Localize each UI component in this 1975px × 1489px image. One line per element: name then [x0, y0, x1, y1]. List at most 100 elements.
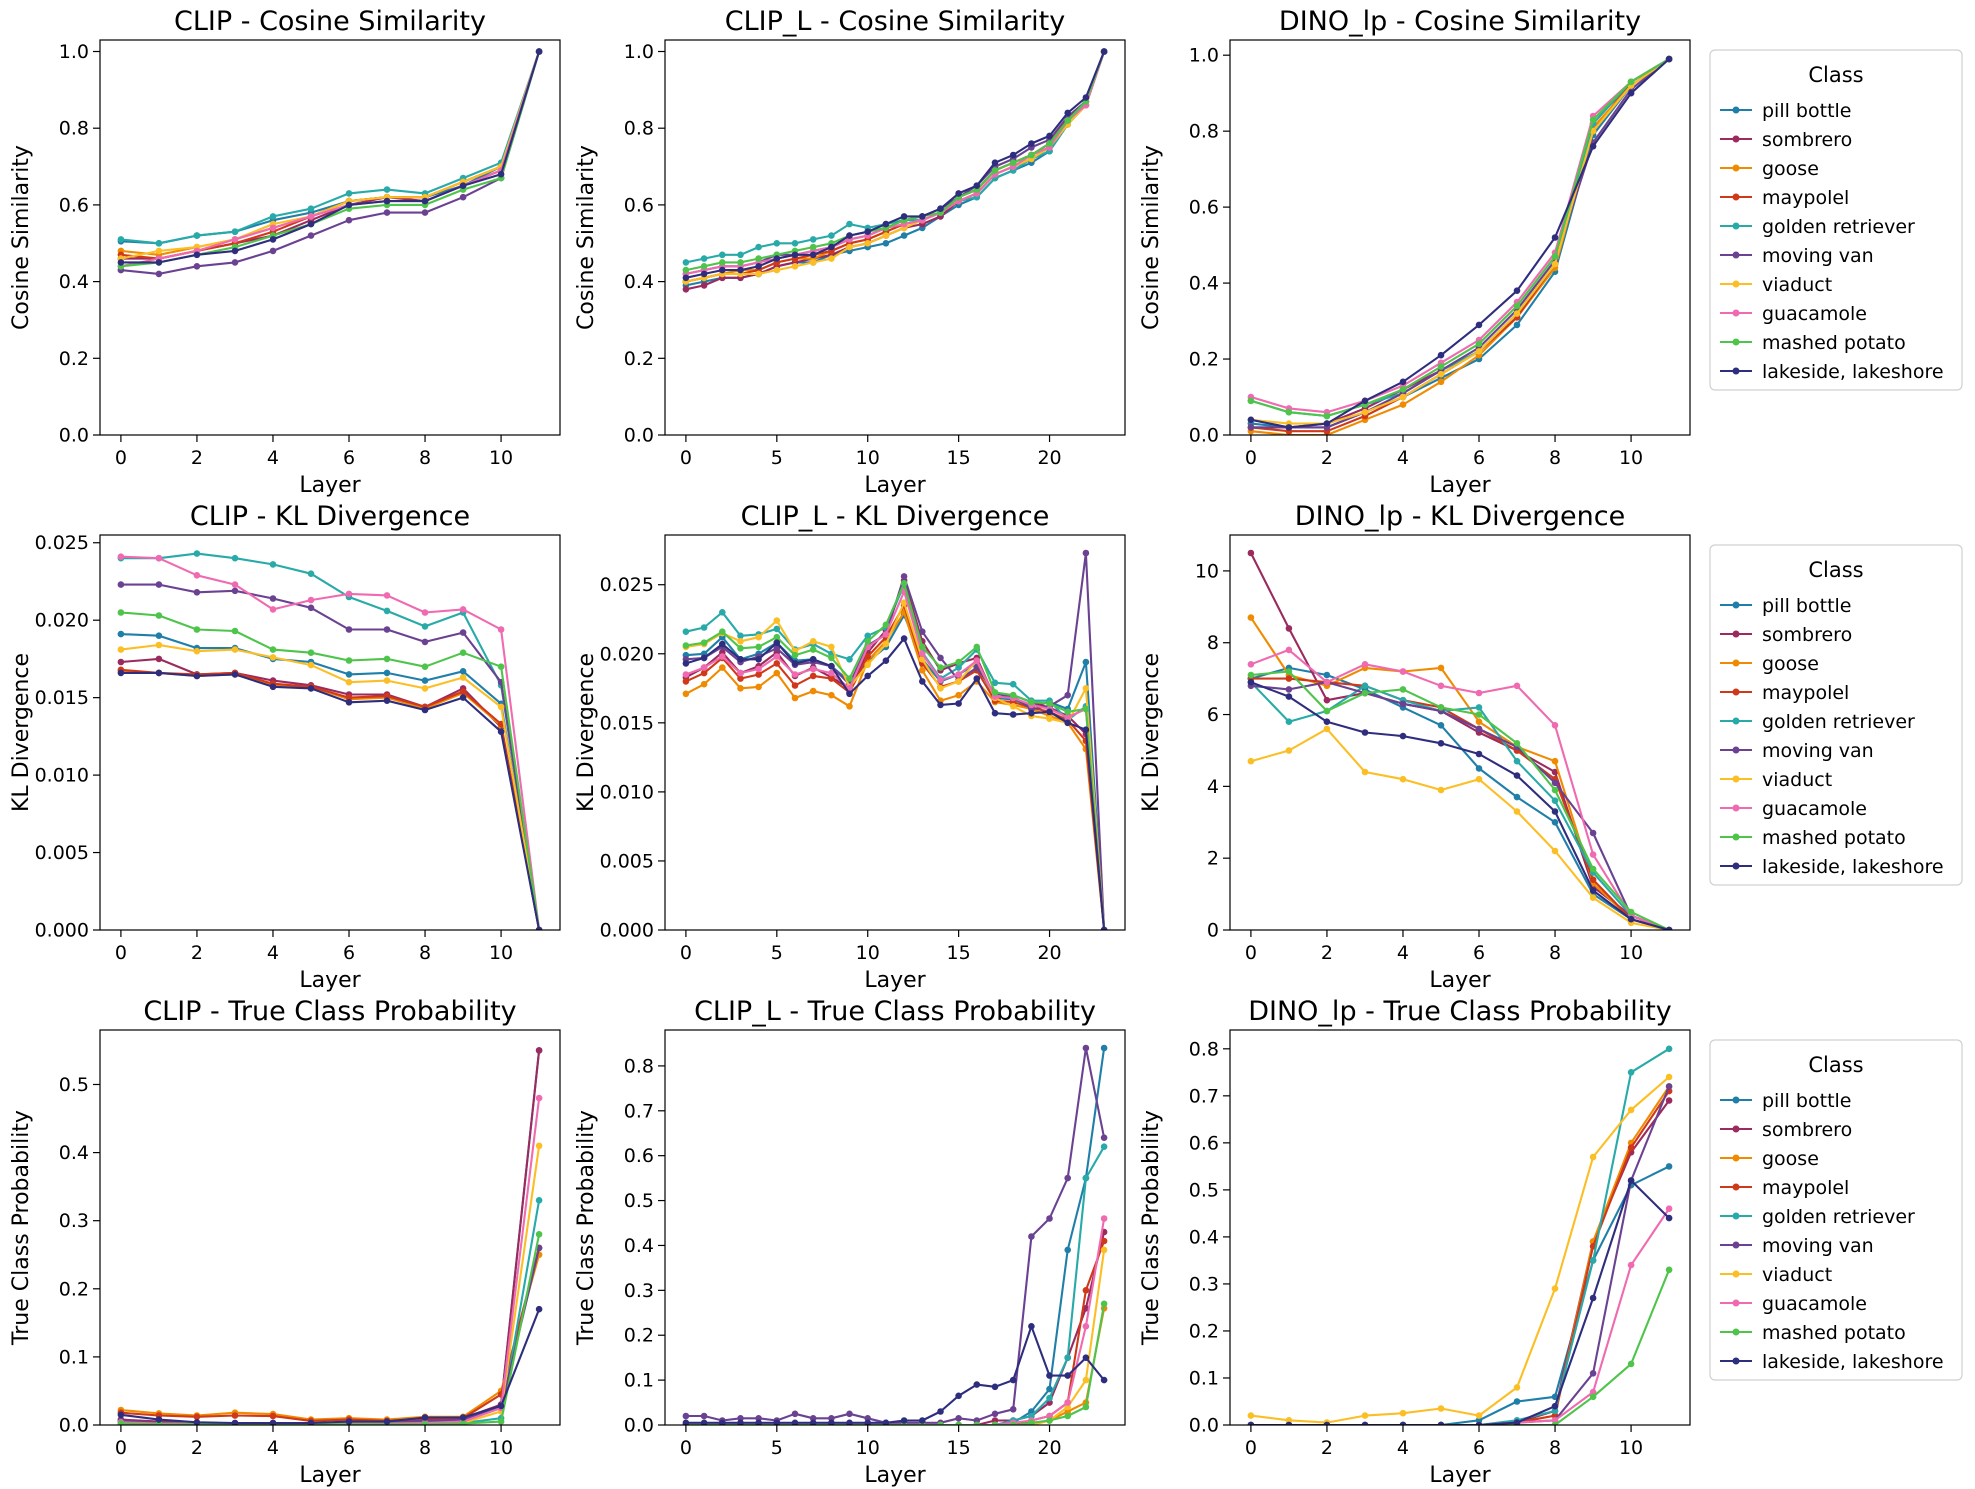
y-tick-label: 6 [1207, 704, 1219, 726]
data-point [1399, 1421, 1407, 1425]
data-point [1437, 370, 1445, 378]
data-point [900, 232, 908, 239]
plot-frame [99, 1029, 561, 1426]
legend-label: viaduct [1762, 274, 1832, 296]
series-line [1250, 58, 1670, 429]
legend: Class pill bottle sombrero goose maypolel gol… [1709, 49, 1963, 391]
y-tick-label: 0.6 [624, 1145, 654, 1167]
y-tick-label: 0.000 [35, 920, 89, 942]
data-point [773, 669, 781, 677]
data-point [269, 224, 277, 232]
data-point [231, 587, 239, 595]
x-tick-label: 10 [1619, 1437, 1643, 1459]
data-point [117, 236, 125, 243]
y-tick-label: 0.0 [624, 1415, 654, 1437]
data-point [1285, 646, 1293, 654]
data-point [307, 570, 315, 577]
data-point [1009, 1406, 1017, 1413]
data-point [955, 700, 962, 707]
data-point [345, 657, 353, 664]
series-line [1250, 1208, 1670, 1425]
data-point [773, 617, 781, 624]
series-group [117, 1047, 543, 1425]
series-line [1250, 58, 1670, 414]
legend-marker [1732, 251, 1740, 259]
chart-title: DINO_lp - KL Divergence [1295, 501, 1625, 532]
y-tick-label: 0.0 [624, 425, 654, 447]
data-point [864, 653, 871, 660]
data-point [1247, 549, 1255, 557]
data-point [1513, 793, 1521, 801]
data-point [846, 690, 853, 698]
legend-title: Class [1808, 63, 1863, 87]
data-point [846, 243, 853, 251]
y-tick-label: 2 [1207, 848, 1219, 870]
data-point [1285, 675, 1293, 682]
data-point [155, 554, 163, 562]
legend-marker [1732, 717, 1740, 725]
y-tick-label: 0.8 [1189, 1038, 1219, 1060]
data-point [497, 663, 505, 670]
y-tick-label: 0.015 [600, 712, 654, 734]
data-point [1399, 378, 1407, 386]
data-point [882, 621, 890, 629]
data-point [919, 678, 926, 685]
data-point [117, 581, 125, 588]
data-point [1009, 159, 1017, 166]
data-point [719, 628, 726, 635]
data-point [900, 1417, 908, 1424]
series-line [1250, 727, 1670, 930]
data-point [1323, 678, 1331, 686]
data-point [1475, 775, 1483, 783]
series-line [1250, 681, 1670, 930]
data-point [682, 660, 690, 667]
data-point [755, 656, 762, 663]
y-tick-label: 0.005 [35, 842, 89, 864]
data-point [193, 251, 201, 259]
data-point [421, 1421, 429, 1425]
y-tick-label: 0.5 [624, 1190, 654, 1212]
data-point [937, 685, 944, 692]
subplot-2: CLIP_L - Cosine Similarity 0.0 0.2 0.4 0.6 0.… [574, 6, 1126, 498]
data-point [1009, 703, 1017, 710]
y-axis-label: Cosine Similarity [574, 145, 599, 330]
data-point [1064, 117, 1071, 124]
series-line [1250, 1076, 1670, 1424]
data-point [755, 633, 762, 641]
data-point [955, 1421, 962, 1425]
legend-marker [1732, 1154, 1740, 1162]
legend: Class pill bottle sombrero goose maypolel gol… [1709, 1039, 1963, 1381]
series-line [1250, 1099, 1670, 1425]
data-point [937, 701, 944, 709]
data-point [791, 694, 799, 702]
data-point [1361, 661, 1369, 668]
data-point [1009, 680, 1017, 688]
plot-frame [99, 39, 561, 436]
data-point [1082, 1403, 1090, 1411]
series-group [682, 549, 1108, 930]
data-point [117, 553, 125, 560]
data-point [1323, 420, 1331, 427]
data-point [1323, 725, 1331, 733]
data-point [1513, 1384, 1521, 1391]
data-point [773, 255, 781, 262]
series-line [685, 1046, 1106, 1424]
data-point [1028, 698, 1035, 706]
data-point [919, 1417, 926, 1424]
legend-label: golden retriever [1762, 216, 1915, 238]
legend-marker [1732, 1299, 1740, 1307]
data-point [864, 672, 871, 680]
data-point [1475, 1421, 1483, 1425]
data-point [991, 1383, 999, 1391]
series-line [120, 51, 541, 275]
legend-label: maypolel [1762, 682, 1849, 704]
data-point [700, 680, 708, 688]
data-point [231, 671, 239, 678]
data-point [919, 628, 926, 635]
data-point [1082, 685, 1090, 692]
legend-label: guacamole [1762, 303, 1867, 325]
data-point [882, 657, 890, 664]
data-point [307, 232, 315, 239]
series-line [1250, 1086, 1671, 1425]
